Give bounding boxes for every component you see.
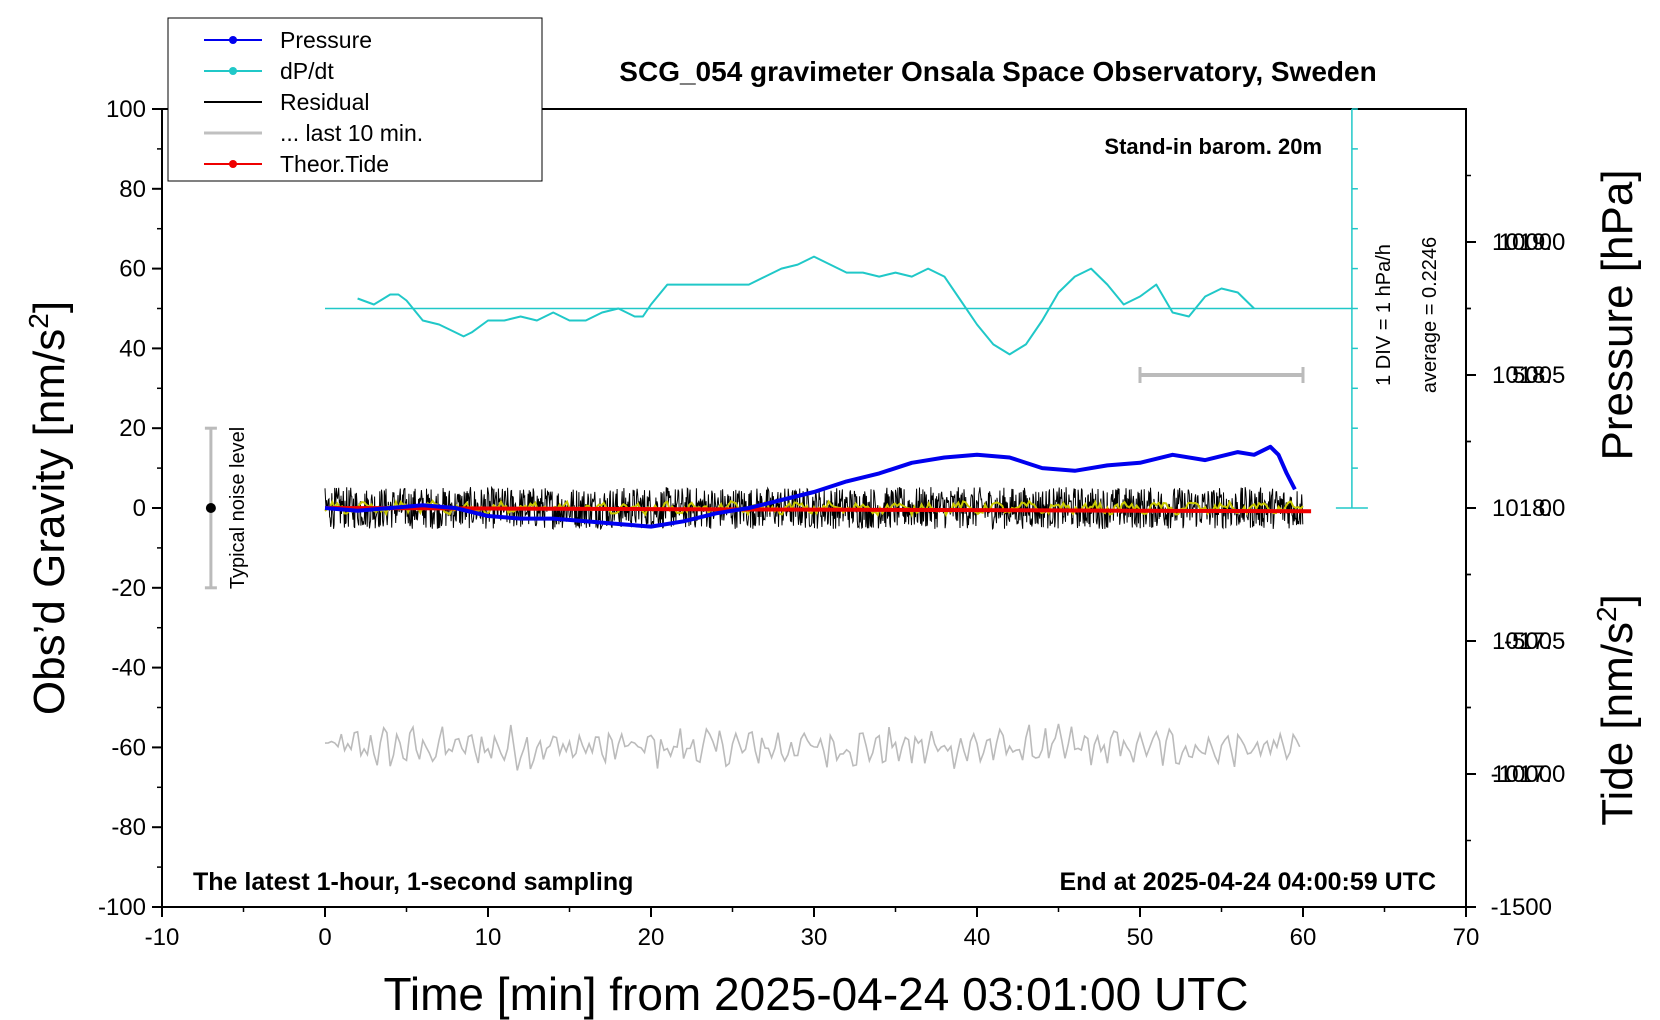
y-axis-label-left: Obs’d Gravity [nm/s2]: [23, 301, 74, 715]
pressure-tick-label: 1017.0: [1492, 761, 1565, 788]
y-axis-label-tide-sup: 2: [1591, 606, 1622, 622]
y-tick-label: -100: [98, 894, 146, 921]
y-axis-label-left-close: ]: [25, 301, 74, 313]
x-tick-label: 50: [1127, 924, 1154, 951]
y-tick-label: -80: [111, 814, 146, 841]
x-tick-label: 30: [801, 924, 828, 951]
y-axis-label-tide-text: Tide [nm/s: [1593, 622, 1642, 826]
annotation-marks: [204, 108, 1368, 590]
x-tick-label: 70: [1453, 924, 1480, 951]
average-label: average = 0.2246: [1419, 237, 1441, 393]
legend-marker: [229, 160, 237, 168]
pressure-tick-label: 1019.0: [1492, 229, 1565, 256]
y-axis-label-tide: Tide [nm/s2]: [1591, 594, 1642, 826]
y-tick-label: -40: [111, 655, 146, 682]
y-axis-label-left-sup: 2: [23, 313, 54, 329]
tide-tick-label: 0: [1539, 495, 1552, 522]
end-time-note: End at 2025-04-24 04:00:59 UTC: [1059, 868, 1436, 896]
pressure-line: [324, 444, 1297, 529]
legend-box: [167, 17, 543, 182]
x-tick-label: 10: [475, 924, 502, 951]
series-layer: [324, 255, 1312, 771]
chart-title: SCG_054 gravimeter Onsala Space Observat…: [619, 56, 1376, 87]
legend-label: ... last 10 min.: [280, 120, 423, 146]
legend-label: Pressure: [280, 27, 372, 53]
noise-bar-center: [205, 503, 216, 513]
y-axis-label-pressure: Pressure [hPa]: [1593, 169, 1642, 460]
y-tick-label: 60: [119, 256, 146, 283]
y-tick-label: 100: [106, 96, 146, 123]
tide-tick-label: -1500: [1491, 894, 1552, 921]
y-tick-label: 80: [119, 176, 146, 203]
x-tick-label: 60: [1290, 924, 1317, 951]
legend-items: Pressure dP/dt Residual ... last 10 min. The…: [204, 27, 423, 177]
barometer-note: Stand-in barom. 20m: [1104, 134, 1322, 159]
x-tick-label: 40: [964, 924, 991, 951]
legend-marker: [229, 36, 237, 44]
legend-label: Residual: [280, 89, 370, 115]
tide-tick-label: 500: [1512, 362, 1552, 389]
legend-label: Theor.Tide: [280, 151, 389, 177]
tide-axis-ticks: -1500 -1000 -500 0 500 1000: [1466, 229, 1552, 921]
tide-tick-label: -500: [1504, 628, 1552, 655]
pressure-tick-label: 1017.5: [1492, 628, 1565, 655]
pressure-tick-label: 1018.0: [1492, 495, 1565, 522]
x-axis-label: Time [min] from 2025-04-24 03:01:00 UTC: [384, 968, 1249, 1020]
y-axis-ticks: -100 -80 -60 -40 -20 0 20 40 60 80 100: [98, 96, 162, 921]
legend: Pressure dP/dt Residual ... last 10 min. The…: [167, 17, 543, 182]
tide-line: [324, 506, 1312, 514]
y-axis-label-tide-close: ]: [1593, 594, 1642, 606]
y-tick-label: 0: [133, 495, 146, 522]
y-tick-label: -60: [111, 734, 146, 761]
dpdt-line: [357, 255, 1255, 356]
y-tick-label: 40: [119, 335, 146, 362]
last10-trace: [324, 723, 1301, 771]
legend-marker: [229, 67, 237, 75]
tide-tick-label: -1000: [1491, 761, 1552, 788]
x-tick-label: 20: [638, 924, 665, 951]
x-tick-label: -10: [145, 924, 180, 951]
tide-tick-label: 1000: [1499, 229, 1552, 256]
sampling-note: The latest 1-hour, 1-second sampling: [193, 868, 633, 896]
legend-label: dP/dt: [280, 58, 334, 84]
y-tick-label: -20: [111, 575, 146, 602]
x-tick-label: 0: [318, 924, 331, 951]
noise-level-label: Typical noise level: [227, 427, 249, 589]
y-axis-label-left-text: Obs’d Gravity [nm/s: [25, 329, 74, 715]
x-axis-ticks: -10 0 10 20 30 40 50 60 70: [145, 907, 1480, 951]
pressure-axis-ticks: 1017.0 1017.5 1018.0 1018.5 1019.0: [1466, 174, 1565, 788]
y-tick-label: 20: [119, 415, 146, 442]
div-scale-label: 1 DIV = 1 hPa/h: [1373, 244, 1395, 386]
pressure-tick-label: 1018.5: [1492, 362, 1565, 389]
